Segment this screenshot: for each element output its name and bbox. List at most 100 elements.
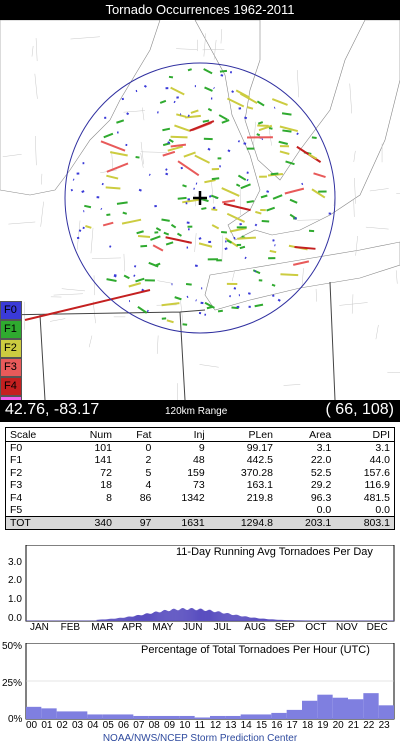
tornado-track [223,202,251,212]
tornado-track [221,230,228,234]
hour-bar [256,714,272,719]
tornado-track [121,218,142,225]
daily-bar [287,620,289,621]
tornado-track [167,145,184,152]
stats-row: F0 101 0 9 99.17 3.1 3.1 [6,442,395,454]
tornado-track [240,92,258,104]
tornado-track [237,174,247,181]
hour-bar [302,700,318,719]
stats-cell: 159 [187,466,205,479]
hour-label: 16 [271,720,283,731]
tornado-track [78,229,82,232]
daily-bar [204,610,206,621]
tornado-track [267,172,283,177]
tornado-track [166,319,174,324]
tornado-track [165,241,174,246]
daily-bar [108,618,110,621]
daily-bar [295,620,297,621]
daily-bar [125,617,127,621]
hour-bar [317,694,333,719]
month-label: JAN [30,622,49,633]
tornado-track [133,274,136,277]
hour-label: 20 [332,720,344,731]
daily-bar [186,609,188,621]
tornado-track [280,273,299,277]
daily-bar [283,619,285,621]
daily-bar [224,613,226,621]
daily-bar [117,618,119,621]
daily-bar [277,619,279,621]
hour-label: 00 [26,720,38,731]
tornado-track [220,74,224,77]
daily-bar [302,620,304,621]
tornado-track [136,230,144,235]
lake-huron [194,20,400,241]
daily-bar [132,616,134,621]
hour-label: 02 [56,720,68,731]
tornado-track [261,220,270,223]
tornado-track [203,68,213,75]
map-canvas[interactable] [0,20,400,400]
daily-bar [113,618,115,621]
hour-label: 21 [347,720,360,731]
range-label: 120km Range [165,406,228,417]
tornado-track [116,201,128,205]
stats-total-cell: 1294.8 [208,516,277,530]
hourly-ytick: 50% [2,641,23,652]
daily-bar [150,613,152,621]
hour-label: 06 [117,720,130,731]
col-scale: Scale [5,427,65,442]
tornado-track [231,90,235,93]
hour-bar [133,715,149,719]
tornado-track [210,194,219,200]
hour-bar [194,717,210,719]
daily-bar [163,610,165,621]
tornado-track [106,162,129,173]
daily-bar [242,616,244,621]
hour-bar [210,715,226,719]
daily-bar [165,610,167,621]
daily-bar [309,620,311,621]
tornado-track [106,174,119,180]
tornado-track [198,242,213,248]
tornado-map[interactable]: F0 F1 F2 F3 F4 F5 [0,20,400,400]
daily-bar [181,608,183,621]
tornado-track [162,150,176,157]
daily-bar [233,614,235,621]
stats-cell: 481.5 [363,491,390,504]
daily-bar [170,610,172,621]
daily-bar [122,617,124,621]
hour-label: 13 [225,720,237,731]
daily-bar [206,610,208,621]
tornado-track [106,278,117,282]
daily-bar [288,620,290,621]
daily-bar [124,617,126,621]
daily-bar [207,610,209,621]
daily-bar [133,616,135,621]
daily-bar [174,608,176,621]
stats-cell: 18 [100,479,112,492]
col-area: Area [276,427,336,442]
daily-bar [275,619,277,621]
tornado-track [271,98,288,106]
stats-total-cell: TOT [5,516,65,530]
daily-bar [229,614,231,621]
stats-cell: 0 [145,442,152,454]
stats-cell: 0.0 [375,504,390,516]
tornado-track [152,244,164,252]
tornado-track [170,86,185,96]
hour-label: 18 [301,720,314,731]
lake-michigan [0,20,161,196]
stats-cell: 48 [193,454,205,467]
daily-bar [263,618,266,621]
hour-label: 11 [194,720,206,731]
stats-cell: 29.2 [310,479,332,492]
tornado-track [170,223,177,229]
daily-bar [119,617,121,621]
tornado-track [170,143,187,148]
tornado-track [159,99,167,104]
daily-bar [134,615,136,621]
daily-bar [243,616,245,621]
daily-bar [262,618,265,621]
tornado-track [270,172,279,176]
